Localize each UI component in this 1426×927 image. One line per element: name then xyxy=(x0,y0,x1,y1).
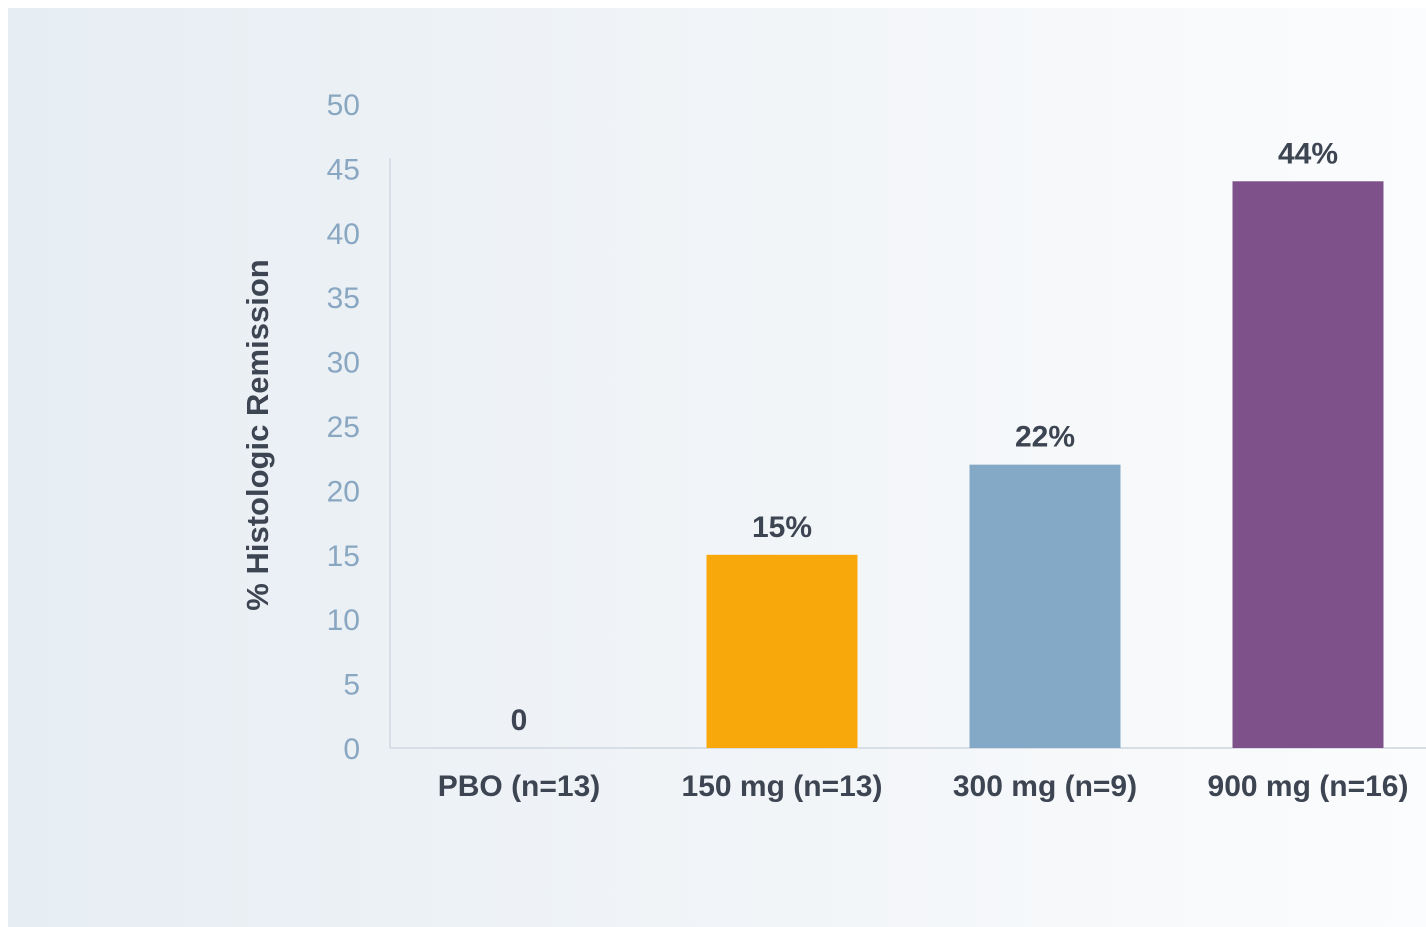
data-label: 44% xyxy=(1278,137,1338,170)
data-label: 22% xyxy=(1015,421,1075,454)
y-axis-title: % Histologic Remission xyxy=(240,259,275,610)
y-tick-label: 25 xyxy=(327,411,360,444)
y-tick-label: 30 xyxy=(327,347,360,380)
bar xyxy=(706,554,858,748)
data-label: 0 xyxy=(511,704,528,737)
bar xyxy=(1232,181,1384,748)
y-tick-label: 15 xyxy=(327,540,360,573)
y-tick-label: 40 xyxy=(327,218,360,251)
bar xyxy=(969,464,1121,748)
y-tick-label: 45 xyxy=(327,153,360,186)
chart-background xyxy=(8,8,1426,927)
y-tick-label: 10 xyxy=(327,604,360,637)
y-tick-label: 20 xyxy=(327,475,360,508)
y-tick-label: 50 xyxy=(327,89,360,122)
y-tick-label: 35 xyxy=(327,282,360,315)
category-label: 300 mg (n=9) xyxy=(953,770,1137,803)
data-label: 15% xyxy=(752,511,812,544)
y-tick-label: 5 xyxy=(343,669,360,702)
y-tick-label: 0 xyxy=(343,733,360,766)
category-labels: PBO (n=13) 150 mg (n=13) 300 mg (n=9) 900 m… xyxy=(438,770,1409,803)
bars xyxy=(706,181,1384,748)
y-tick-labels: 0 5 10 15 20 25 30 35 40 45 50 xyxy=(327,89,360,766)
category-label: 900 mg (n=16) xyxy=(1208,770,1409,803)
category-label: PBO (n=13) xyxy=(438,770,601,803)
category-label: 150 mg (n=13) xyxy=(682,770,883,803)
data-labels: 0 15% 22% 44% xyxy=(511,137,1338,737)
